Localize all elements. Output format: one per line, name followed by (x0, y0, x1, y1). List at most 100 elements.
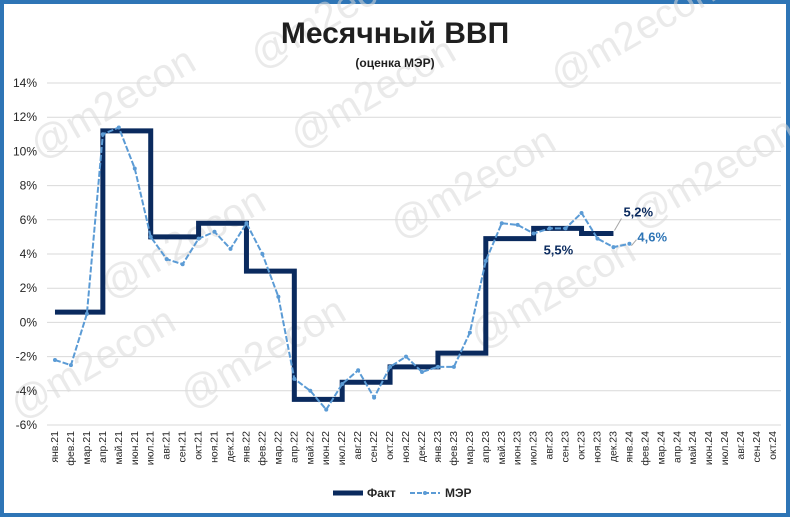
legend: Факт МЭР (333, 486, 472, 500)
y-tick-label: 14% (13, 76, 37, 90)
series-point-mer (276, 294, 281, 299)
series-line-fact (54, 128, 614, 402)
watermark-text: @m2econ (23, 38, 203, 168)
series-point-mer (627, 241, 632, 246)
x-tick-label: фев.21 (65, 431, 77, 466)
y-tick-label: -4% (16, 384, 38, 398)
x-tick-label: май.23 (496, 431, 508, 465)
series-point-mer (308, 388, 313, 393)
x-tick-label: авг.23 (544, 431, 556, 460)
series-point-mer (340, 381, 345, 386)
x-tick-label: янв.23 (432, 431, 444, 463)
x-tick-label: янв.21 (49, 431, 61, 463)
y-tick-label: -6% (16, 418, 38, 432)
x-tick-label: окт.24 (767, 431, 779, 460)
series-layer (52, 125, 632, 412)
chart-title: Месячный ВВП (281, 17, 509, 50)
series-point-mer (52, 358, 57, 363)
x-tick-label: фев.23 (448, 431, 460, 466)
series-point-mer (388, 364, 393, 369)
series-point-mer (435, 364, 440, 369)
x-tick-label: фев.24 (639, 431, 651, 466)
series-point-mer (372, 395, 377, 400)
series-point-mer (324, 407, 329, 412)
series-point-mer (467, 330, 472, 335)
y-tick-label: 8% (20, 179, 38, 193)
x-tick-label: дек.21 (225, 431, 237, 462)
series-point-mer (563, 226, 568, 231)
series-point-mer (164, 257, 169, 262)
x-tick-label: сен.21 (177, 431, 189, 463)
series-point-mer (132, 166, 137, 171)
series-point-mer (419, 369, 424, 374)
data-label-leader (631, 239, 637, 247)
x-tick-label: авг.24 (735, 431, 747, 460)
x-tick-label: мар.24 (655, 431, 667, 465)
x-tick-label: май.22 (304, 431, 316, 465)
x-tick-label: июн.23 (512, 431, 524, 465)
grid-lines (47, 82, 781, 426)
series-point-mer (483, 258, 488, 263)
series-point-mer (611, 245, 616, 250)
series-point-mer (148, 234, 153, 239)
series-point-mer (212, 229, 217, 234)
series-point-mer (499, 221, 504, 226)
series-point-mer (579, 210, 584, 215)
chart-subtitle: (оценка МЭР) (355, 56, 434, 70)
series-point-mer (531, 231, 536, 236)
y-tick-label: 2% (20, 281, 38, 295)
series-point-mer (260, 252, 265, 256)
legend-marker-mer (423, 491, 427, 495)
x-tick-label: фев.22 (256, 431, 268, 466)
y-tick-label: 12% (13, 110, 37, 124)
x-tick-label: дек.23 (607, 431, 619, 462)
x-tick-label: апр.24 (671, 431, 683, 463)
x-tick-label: июл.21 (145, 431, 157, 465)
data-labels: 5,2% 4,6% 5,5% (544, 204, 668, 257)
series-point-mer (515, 222, 520, 227)
x-tick-label: апр.21 (97, 431, 109, 463)
x-tick-label: май.24 (687, 431, 699, 465)
series-point-mer (244, 221, 249, 226)
x-tick-label: янв.22 (240, 431, 252, 463)
series-point-mer (451, 364, 456, 369)
x-tick-label: авг.22 (352, 431, 364, 460)
x-tick-label: мар.23 (464, 431, 476, 465)
series-point-mer (196, 236, 201, 241)
data-label: 4,6% (637, 230, 667, 245)
y-tick-label: 6% (20, 213, 38, 227)
x-tick-label: апр.22 (288, 431, 300, 463)
x-tick-label: мар.21 (81, 431, 93, 465)
series-point-mer (292, 376, 297, 381)
series-point-mer (404, 354, 409, 359)
series-point-mer (84, 311, 89, 316)
x-tick-label: ноя.23 (592, 431, 604, 463)
x-tick-label: авг.21 (161, 431, 173, 460)
series-point-mer (100, 132, 105, 137)
series-point-mer (228, 246, 233, 251)
series-point-mer (356, 368, 361, 373)
x-tick-label: июл.23 (528, 431, 540, 465)
x-tick-label: июл.22 (336, 431, 348, 465)
x-tick-label: сен.24 (751, 431, 763, 463)
legend-label-fact: Факт (367, 486, 396, 500)
data-label: 5,2% (623, 204, 653, 219)
data-label: 5,5% (544, 242, 574, 257)
series-point-mer (547, 226, 552, 231)
series-point-mer (116, 125, 121, 130)
y-tick-label: 4% (20, 247, 38, 261)
x-tick-label: ноя.21 (209, 431, 221, 463)
y-axis-ticks: -6% -4% -2% 0% 2% 4% 6% 8% 10% 12% 14% (13, 76, 37, 432)
x-tick-label: сен.23 (560, 431, 572, 463)
x-tick-label: окт.23 (576, 431, 588, 460)
x-tick-label: мар.22 (272, 431, 284, 465)
legend-label-mer: МЭР (445, 486, 472, 500)
x-tick-label: окт.22 (384, 431, 396, 460)
series-point-mer (68, 363, 73, 368)
x-tick-label: сен.22 (368, 431, 380, 463)
y-tick-label: 10% (13, 144, 37, 158)
x-tick-label: июн.22 (320, 431, 332, 465)
y-tick-label: -2% (16, 350, 38, 364)
